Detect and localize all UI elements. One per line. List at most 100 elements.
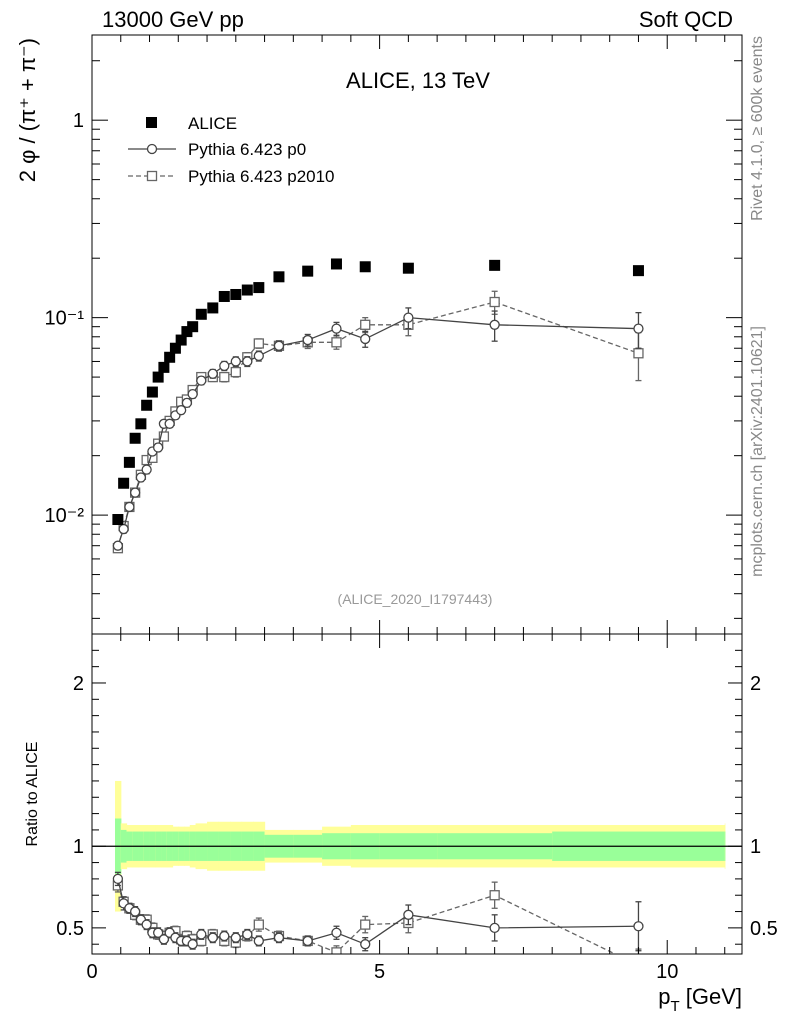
header-right: Soft QCD: [639, 7, 733, 32]
xtick-label: 0: [86, 961, 97, 983]
data-point-p0: [176, 405, 187, 416]
ratio-point-p0: [253, 935, 264, 947]
main-panel: 10⁻² 10⁻¹ 1 ALICE, 13 TeV (ALICE_2020_I179…: [15, 34, 743, 635]
data-point-p2010: [633, 348, 644, 359]
ratio-point-p0: [112, 873, 124, 885]
ratio-point-p0: [196, 929, 207, 940]
ratio-ytick-label-right: 2: [750, 673, 761, 695]
legend-label-p2010: Pythia 6.423 p2010: [188, 167, 335, 186]
ratio-point-p0: [207, 932, 218, 943]
data-point-alice: [230, 288, 242, 300]
data-point-alice: [207, 302, 219, 314]
ratio-ytick-label-right: 1: [750, 836, 761, 858]
data-point-p0: [207, 368, 218, 379]
ratio-ylabel: Ratio to ALICE: [24, 742, 41, 847]
data-point-alice: [152, 371, 164, 383]
data-point-alice: [141, 399, 153, 411]
ratio-point-p0: [273, 932, 285, 943]
rivet-label: Rivet 4.1.0, ≥ 600k events: [749, 36, 766, 221]
legend-label-p0: Pythia 6.423 p0: [188, 140, 306, 159]
ratio-point-p0: [153, 927, 164, 938]
data-point-alice: [123, 456, 135, 468]
data-point-alice: [330, 258, 342, 270]
data-point-p0: [219, 360, 230, 372]
data-point-p2010: [331, 337, 342, 348]
ratio-point-p0: [403, 909, 414, 920]
ratio-ytick-label-left: 1: [73, 836, 84, 858]
data-point-p2010: [219, 371, 230, 383]
data-point-p2010: [230, 366, 241, 378]
ratio-point-p0: [633, 921, 644, 932]
data-point-alice: [112, 514, 124, 526]
mcplots-label: mcplots.cern.ch [arXiv:2401.10621]: [749, 326, 766, 577]
data-point-alice: [359, 261, 371, 273]
data-point-alice: [164, 351, 176, 363]
main-ylabel: 2 φ / (π⁺ + π⁻): [15, 38, 40, 182]
ratio-panel: 0 5 10 0.5 0.5 1 1 2 2 Ratio to ALICE pT [GeV]: [24, 633, 778, 1015]
ratio-point-p0: [129, 906, 141, 917]
series-alice: [112, 258, 644, 526]
series-line-p0: [117, 316, 639, 546]
data-point-p2010: [253, 338, 264, 349]
data-point-alice: [253, 282, 265, 294]
data-point-alice: [632, 265, 644, 277]
data-point-p0: [489, 319, 500, 330]
ratio-marks: [112, 871, 644, 954]
legend-marker-alice: [146, 117, 157, 128]
ratio-point-p0: [141, 919, 152, 930]
analysis-id: (ALICE_2020_I1797443): [338, 591, 493, 607]
legend-marker-p0: [146, 143, 158, 155]
ratio-ticks: 0 5 10 0.5 0.5 1 1 2 2: [56, 634, 778, 983]
ratio-point-p0: [219, 930, 230, 942]
data-point-p0: [196, 375, 207, 386]
data-point-p0: [633, 323, 644, 334]
data-point-alice: [175, 334, 187, 346]
data-point-p0: [273, 340, 285, 351]
xtick-label: 5: [374, 961, 385, 983]
data-point-alice: [129, 432, 141, 444]
data-point-p0: [187, 388, 198, 400]
ratio-point-p0: [331, 927, 342, 938]
ratio-point-p2010: [360, 919, 371, 930]
data-point-alice: [146, 386, 158, 398]
x-axis-label: pT [GeV]: [658, 984, 742, 1015]
ratio-point-p0: [187, 939, 198, 950]
data-point-p0: [129, 487, 141, 498]
data-point-alice: [489, 259, 501, 271]
data-point-p0: [153, 442, 164, 453]
legend: ALICE Pythia 6.423 p0 Pythia 6.423 p2010: [128, 114, 335, 186]
series-p0: [112, 307, 644, 551]
legend-marker-p2010: [146, 170, 158, 182]
ratio-point-p0: [302, 935, 313, 947]
main-ytick-label: 10⁻²: [45, 505, 85, 527]
data-point-p0: [112, 540, 124, 551]
data-point-p0: [141, 464, 152, 475]
main-ticks: 10⁻² 10⁻¹ 1: [45, 35, 742, 634]
data-point-p2010: [158, 431, 170, 442]
ratio-ytick-label-left: 2: [73, 673, 84, 695]
data-point-alice: [118, 477, 130, 489]
ratio-point-p0: [489, 922, 500, 934]
data-point-alice: [135, 418, 147, 430]
main-marks: [112, 258, 644, 554]
data-point-alice: [241, 284, 253, 296]
data-point-p0: [124, 501, 135, 513]
data-point-p0: [360, 333, 371, 345]
data-point-p2010: [360, 319, 371, 330]
ratio-ytick-label-left: 0.5: [56, 918, 84, 940]
ratio-series-p0: [112, 871, 644, 952]
ratio-point-p0: [158, 934, 170, 945]
data-point-alice: [273, 271, 285, 283]
data-point-alice: [302, 265, 314, 277]
ratio-point-p2010: [331, 947, 342, 954]
x-axis-label-sub: T: [670, 998, 679, 1015]
ratio-point-p2010: [489, 890, 500, 901]
data-point-p0: [135, 472, 147, 483]
data-point-p0: [331, 323, 342, 334]
data-point-alice: [195, 308, 207, 320]
data-point-alice: [218, 290, 230, 302]
data-point-p0: [118, 523, 129, 535]
ratio-ytick-label-right: 0.5: [750, 918, 778, 940]
data-point-alice: [181, 326, 193, 338]
